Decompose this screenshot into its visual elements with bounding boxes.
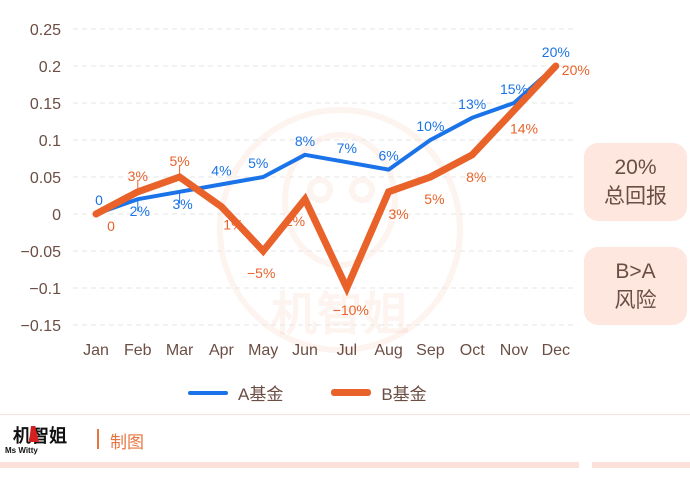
x-tick-label: Apr xyxy=(209,342,235,359)
y-tick-label: 0.25 xyxy=(30,22,61,39)
data-label-a: 20% xyxy=(542,44,570,60)
x-tick-label: Jan xyxy=(83,342,109,359)
bottom-bar-left xyxy=(0,462,579,468)
y-tick-label: 0.1 xyxy=(39,133,61,150)
y-tick-label: −0.1 xyxy=(29,281,61,298)
y-tick-label: 0.05 xyxy=(30,170,61,187)
legend-item-a[interactable]: A基金 xyxy=(188,380,283,405)
x-tick-label: Feb xyxy=(124,342,152,359)
footer-separator xyxy=(97,429,99,449)
legend-swatch-a xyxy=(188,390,228,395)
series-b-line xyxy=(92,62,560,297)
y-axis: 0.25 0.2 0.15 0.1 0.05 0 −0.05 −0.1 −0.15 xyxy=(21,22,62,335)
y-tick-label: 0 xyxy=(52,207,61,224)
x-tick-label: Nov xyxy=(500,342,528,359)
data-label-b: 5% xyxy=(169,153,189,169)
data-label-b: 3% xyxy=(128,168,148,184)
data-label-a: 8% xyxy=(295,133,315,149)
data-label-b: 5% xyxy=(424,191,444,207)
data-label-a: 2% xyxy=(130,203,150,219)
data-label-b: 3% xyxy=(388,206,408,222)
data-label-a: 5% xyxy=(248,155,268,171)
watermark-text: 机智姐 xyxy=(271,288,409,340)
x-tick-label: Oct xyxy=(460,342,485,359)
risk-callout: B>A 风险 xyxy=(584,247,687,325)
x-tick-label: Aug xyxy=(374,342,402,359)
series-a-line xyxy=(94,64,558,216)
data-label-b: 2% xyxy=(285,213,305,229)
data-label-a: 4% xyxy=(211,162,231,178)
legend-swatch-b xyxy=(331,389,372,396)
data-label-b: 0 xyxy=(107,218,115,234)
y-tick-label: 0.15 xyxy=(30,96,61,113)
data-label-b: 1% xyxy=(223,217,243,233)
data-label-a: 6% xyxy=(378,148,398,164)
callout-label: 风险 xyxy=(614,289,657,312)
y-tick-label: −0.05 xyxy=(21,244,62,261)
brand-logo-cn: 机智姐 xyxy=(13,425,67,446)
y-tick-label: 0.2 xyxy=(39,59,61,76)
legend-label-b: B基金 xyxy=(381,385,427,404)
data-label-a: 7% xyxy=(337,140,357,156)
callout-label: 总回报 xyxy=(604,185,667,208)
heel-icon xyxy=(29,426,39,442)
footer: 机智姐 Ms Witty 制图 xyxy=(0,420,690,456)
data-label-a: 15% xyxy=(500,81,528,97)
callout-value: 20% xyxy=(614,156,657,179)
x-tick-label: May xyxy=(248,342,278,359)
x-tick-label: Jun xyxy=(292,342,318,359)
data-label-a: 10% xyxy=(416,118,444,134)
bottom-bar-right xyxy=(592,462,690,468)
footer-divider xyxy=(0,414,690,415)
data-label-a: 3% xyxy=(172,196,192,212)
x-tick-label: Mar xyxy=(166,342,194,359)
brand-logo: 机智姐 Ms Witty xyxy=(5,425,67,455)
gridlines xyxy=(73,28,576,326)
watermark xyxy=(217,107,463,353)
legend-item-b[interactable]: B基金 xyxy=(331,380,427,405)
brand-logo-en: Ms Witty xyxy=(5,446,38,455)
callout-value: B>A xyxy=(615,260,656,283)
data-label-b: 20% xyxy=(562,62,590,78)
data-label-b: −5% xyxy=(247,265,275,281)
series-b-labels: 0 3% 5% 1% −5% 2% −10% 3% 5% 8% 14% 20% xyxy=(107,62,590,318)
series-a-labels: 0 2% 3% 4% 5% 8% 7% 6% 10% 13% 15% 20% xyxy=(95,44,570,219)
x-tick-label: Sep xyxy=(416,342,445,359)
legend: A基金 B基金 xyxy=(188,380,475,405)
data-label-b: 14% xyxy=(510,120,538,136)
data-label-b: −10% xyxy=(333,302,369,318)
y-tick-label: −0.15 xyxy=(21,318,62,335)
x-tick-label: Dec xyxy=(542,342,570,359)
line-chart: 机智姐 0.25 0.2 0.15 0.1 0.05 0 −0.05 −0.1 −0.15 Ja… xyxy=(21,22,590,359)
x-tick-label: Jul xyxy=(337,342,357,359)
data-label-b: 8% xyxy=(466,169,486,185)
x-axis: Jan Feb Mar Apr May Jun Jul Aug Sep Oct Nov Dec xyxy=(83,342,570,359)
footer-credit: 制图 xyxy=(110,433,144,452)
data-label-a: 0 xyxy=(95,192,103,208)
legend-label-a: A基金 xyxy=(238,385,284,404)
total-return-callout: 20% 总回报 xyxy=(584,143,687,221)
data-label-a: 13% xyxy=(458,96,486,112)
